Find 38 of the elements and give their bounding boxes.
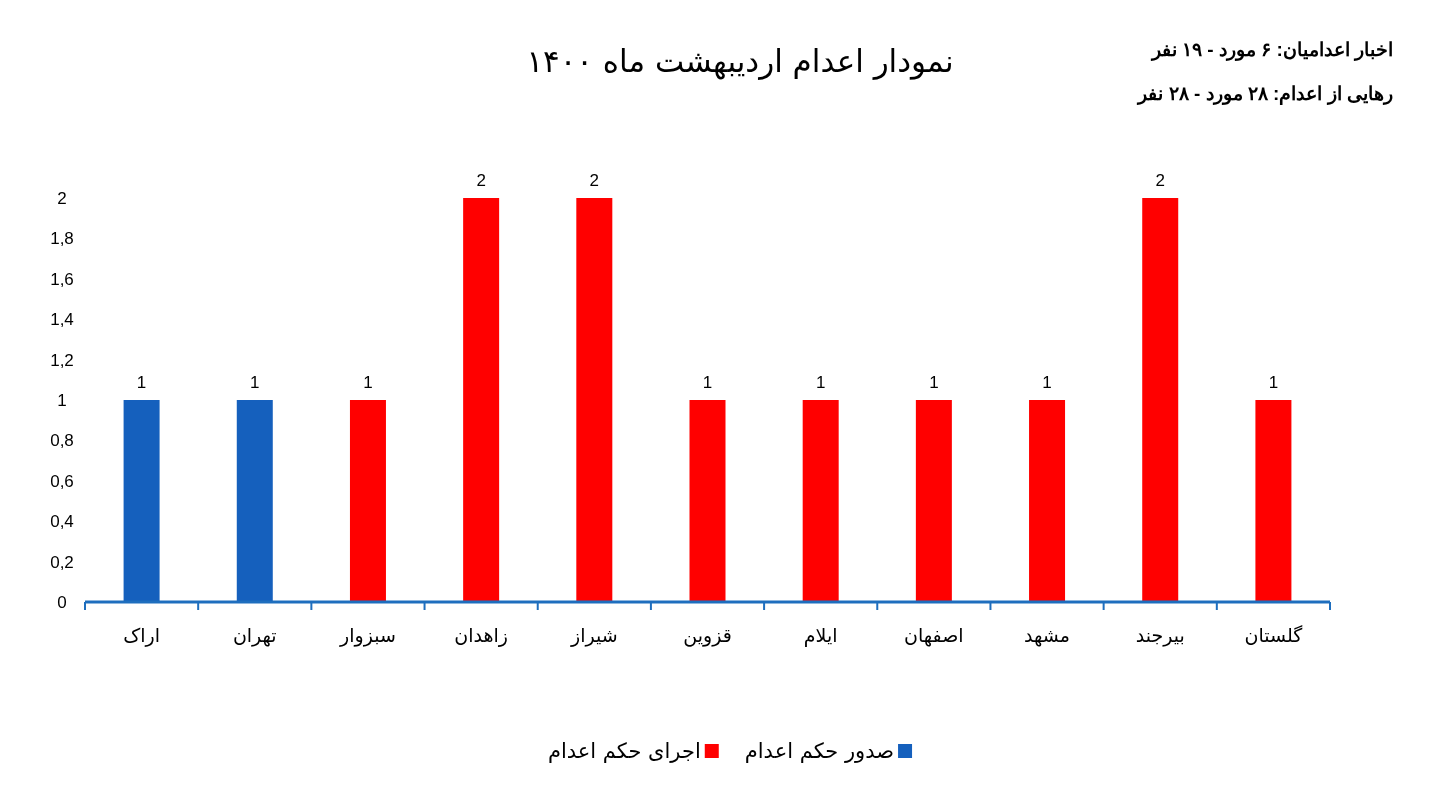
x-tick-label: تهران: [232, 624, 277, 647]
data-label: 1: [815, 373, 826, 392]
text: رهایی از اعدام: ۲۸ مورد - ۲۸ نفر: [1136, 83, 1393, 105]
text: اخبار اعدامیان: ۶ مورد - ۱۹ نفر: [1149, 39, 1393, 61]
data-label: 1: [1268, 373, 1279, 392]
y-tick-label: 0,6: [50, 471, 74, 491]
data-label: 1: [250, 373, 260, 392]
x-tick-label: مشهد: [1024, 624, 1070, 647]
data-label: 1: [136, 373, 147, 392]
data-label: 1: [929, 373, 939, 392]
x-tick-label: زاهدان: [454, 624, 508, 647]
data-label: 1: [702, 373, 713, 392]
x-tick-label: گلستان: [1244, 624, 1304, 646]
y-tick-label: 2: [57, 189, 67, 208]
y-tick-label: 1,6: [50, 269, 74, 289]
data-label: 1: [1042, 373, 1052, 392]
y-tick-label: 0,2: [50, 552, 74, 572]
x-tick-label: قزوین: [683, 624, 732, 647]
y-tick-label: 1,4: [50, 310, 74, 330]
x-tick-label: اراک: [123, 624, 160, 647]
y-tick-label: 0: [57, 593, 67, 612]
legend-label: اجرای حکم اعدام: [547, 739, 701, 764]
y-tick-label: 1: [57, 391, 67, 410]
data-label: 1: [363, 373, 373, 392]
x-tick-label: سبزوار: [339, 624, 396, 647]
x-tick-label: اصفهان: [904, 624, 964, 647]
x-tick-label: شیراز: [570, 624, 618, 647]
data-label: 2: [1155, 171, 1165, 190]
data-label: 2: [476, 171, 486, 190]
data-label: 2: [589, 171, 600, 190]
y-tick-label: 0,4: [50, 512, 74, 532]
y-tick-label: 0,8: [50, 431, 74, 451]
chart-title: نمودار اعدام اردیبهشت ماه ۱۴۰۰: [526, 43, 954, 80]
x-tick-label: ایلام: [803, 624, 838, 647]
y-tick-label: 1,2: [50, 350, 74, 370]
x-tick-label: بیرجند: [1135, 624, 1185, 647]
legend-label: صدور حکم اعدام: [744, 739, 895, 764]
y-tick-label: 1,8: [50, 229, 74, 249]
